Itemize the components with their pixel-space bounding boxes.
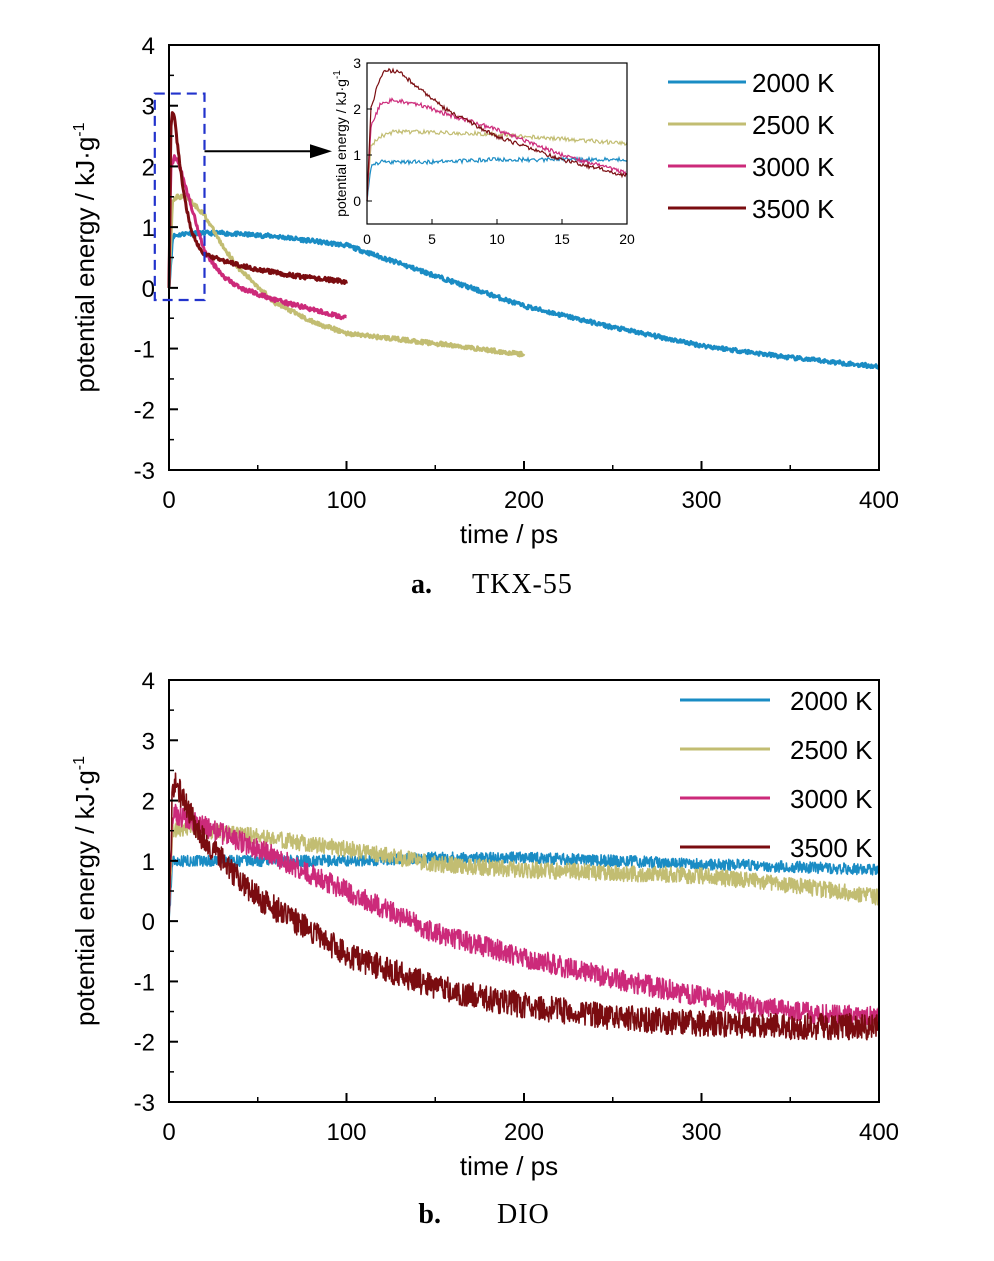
y-tick-label: 4 [142, 33, 155, 60]
y-axis-label: potential energy / kJ·g-1 [70, 122, 100, 392]
inset-y-tick-label: 0 [353, 193, 361, 209]
chart-b: 0 100 200 300 400 -3 -2 -1 0 1 2 3 4 time / ps potenti… [70, 668, 899, 1230]
y-tick-label: 0 [142, 276, 155, 303]
y-tick-label: -3 [134, 458, 155, 485]
y-tick-label: 3 [142, 94, 155, 121]
series-line-3000-K [167, 154, 348, 321]
inset-background [367, 63, 627, 224]
zoom-box [153, 92, 206, 302]
x-tick-label: 400 [859, 1119, 899, 1146]
legend-label-2500-K: 2500 K [752, 110, 835, 140]
inset-y-tick-label: 3 [353, 55, 361, 71]
y-tick-label: -3 [134, 1090, 155, 1117]
y-tick-label: 1 [142, 849, 155, 876]
inset-series-line-3000-K [366, 97, 628, 202]
y-tick-label: -1 [134, 337, 155, 364]
x-tick-label: 200 [504, 1119, 544, 1146]
y-tick-label: 3 [142, 728, 155, 755]
series-line-2500-K [168, 819, 880, 922]
y-tick-label: -2 [134, 1030, 155, 1057]
y-tick-label: 4 [142, 668, 155, 695]
x-tick-label: 300 [681, 487, 721, 514]
x-tick-label: 200 [504, 487, 544, 514]
inset-x-tick-label: 15 [554, 231, 570, 247]
y-axis-label: potential energy / kJ·g-1 [70, 756, 100, 1026]
legend-label-2500-K: 2500 K [790, 735, 873, 765]
y-tick-label: -2 [134, 397, 155, 424]
inset-x-tick-label: 20 [619, 231, 635, 247]
x-tick-label: 400 [859, 487, 899, 514]
x-axis-label: time / ps [460, 519, 558, 549]
series-line-2500-K [167, 193, 526, 358]
series-line-3500-K [167, 111, 348, 288]
y-tick-label: 2 [142, 154, 155, 181]
y-tick-label: -1 [134, 969, 155, 996]
caption-text: TKX-55 [472, 569, 573, 600]
caption-text: DIO [497, 1199, 550, 1230]
x-axis-label: time / ps [460, 1151, 558, 1181]
legend-label-3000-K: 3000 K [790, 784, 873, 814]
legend-label-2000-K: 2000 K [752, 68, 835, 98]
y-tick-label: 1 [142, 215, 155, 242]
y-tick-label: 2 [142, 789, 155, 816]
inset-series-line-2500-K [366, 128, 628, 202]
zoom-arrow-head [310, 144, 332, 159]
series-line-3500-K [168, 772, 880, 1041]
series-line-3000-K [168, 803, 880, 1029]
x-tick-label: 100 [326, 1119, 366, 1146]
legend-label-3500-K: 3500 K [790, 833, 873, 863]
x-tick-label: 0 [162, 1119, 175, 1146]
x-tick-label: 300 [681, 1119, 721, 1146]
inset-x-tick-label: 5 [428, 231, 436, 247]
y-tick-label: 0 [142, 909, 155, 936]
inset-y-tick-label: 1 [353, 147, 361, 163]
legend-label-2000-K: 2000 K [790, 686, 873, 716]
x-tick-label: 100 [326, 487, 366, 514]
inset-y-axis-label: potential energy / kJ·g-1 [332, 70, 349, 217]
x-tick-label: 0 [162, 487, 175, 514]
inset-y-tick-label: 2 [353, 101, 361, 117]
inset-x-tick-label: 0 [363, 231, 371, 247]
legend-label-3000-K: 3000 K [752, 152, 835, 182]
caption-letter: a. [411, 569, 432, 600]
inset-series-line-3500-K [366, 67, 628, 202]
plot-frame [168, 679, 880, 1103]
series-line-2000-K [167, 229, 880, 370]
caption-letter: b. [418, 1199, 441, 1230]
inset-x-tick-label: 10 [489, 231, 505, 247]
legend-label-3500-K: 3500 K [752, 194, 835, 224]
